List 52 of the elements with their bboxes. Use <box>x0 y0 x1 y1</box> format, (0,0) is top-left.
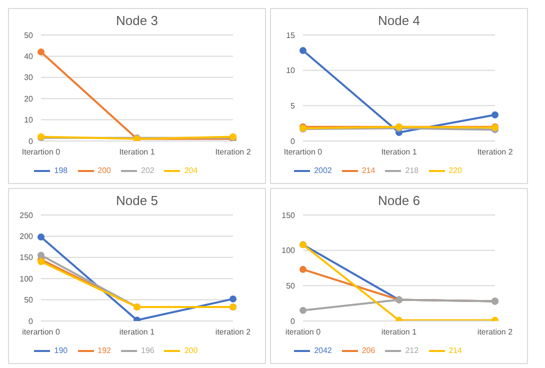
y-tick-label: 150 <box>20 253 34 262</box>
y-tick-label: 100 <box>20 274 34 284</box>
y-tick-label: 5 <box>290 102 296 111</box>
x-tick-label: iterartion 0 <box>22 328 60 337</box>
y-tick-label: 15 <box>286 30 296 40</box>
x-tick-label: Iteration 2 <box>215 148 252 157</box>
legend-label: 202 <box>141 166 154 176</box>
x-tick-label: Iterartion 0 <box>22 148 61 157</box>
y-tick-label: 200 <box>20 232 34 242</box>
y-tick-label: 0 <box>290 136 296 146</box>
legend-label: 2002 <box>314 166 332 176</box>
y-tick-label: 30 <box>24 73 34 82</box>
chart-title: Node 5 <box>115 193 159 210</box>
y-tick-label: 20 <box>24 94 34 104</box>
legend-label: 198 <box>54 166 68 176</box>
y-tick-label: 0 <box>28 316 34 326</box>
x-tick-label: Iterartion 0 <box>284 148 323 157</box>
legend-label: 200 <box>184 346 198 356</box>
legend-label: 212 <box>405 346 419 356</box>
y-tick-label: 150 <box>282 210 296 220</box>
x-tick-label: iteration 1 <box>119 328 156 337</box>
y-tick-label: 0 <box>28 136 34 146</box>
chart-title: Node 3 <box>115 13 159 30</box>
legend-label: 2042 <box>314 346 332 356</box>
y-tick-label: 10 <box>286 66 296 76</box>
x-tick-label: Iteration 2 <box>477 148 514 157</box>
legend-label: 200 <box>98 166 111 176</box>
legend-label: 214 <box>448 346 462 356</box>
y-tick-label: 100 <box>282 246 296 256</box>
legend-label: 214 <box>362 166 376 176</box>
y-tick-label: 10 <box>24 116 34 125</box>
x-tick-label: iteration 2 <box>477 328 514 337</box>
legend-label: 220 <box>448 166 462 176</box>
y-tick-label: 250 <box>20 210 34 220</box>
x-tick-label: iteration 0 <box>285 328 322 337</box>
legend-label: 218 <box>405 166 419 176</box>
legend-label: 192 <box>98 346 111 356</box>
x-tick-label: Iteration 1 <box>381 148 418 157</box>
x-tick-label: Iteration 1 <box>119 148 156 157</box>
chart-title: Node 4 <box>377 13 421 30</box>
legend-label: 204 <box>184 166 198 176</box>
x-tick-label: iteration 1 <box>381 328 418 337</box>
legend-label: 206 <box>362 346 376 356</box>
y-tick-label: 50 <box>286 282 296 291</box>
legend-label: 190 <box>54 346 68 356</box>
chart-title: Node 6 <box>377 193 421 210</box>
x-tick-label: iteration 2 <box>215 328 252 337</box>
y-tick-label: 0 <box>290 316 296 326</box>
y-tick-label: 50 <box>24 30 34 40</box>
legend-label: 196 <box>141 346 154 356</box>
y-tick-label: 50 <box>24 296 34 305</box>
y-tick-label: 40 <box>24 52 34 62</box>
